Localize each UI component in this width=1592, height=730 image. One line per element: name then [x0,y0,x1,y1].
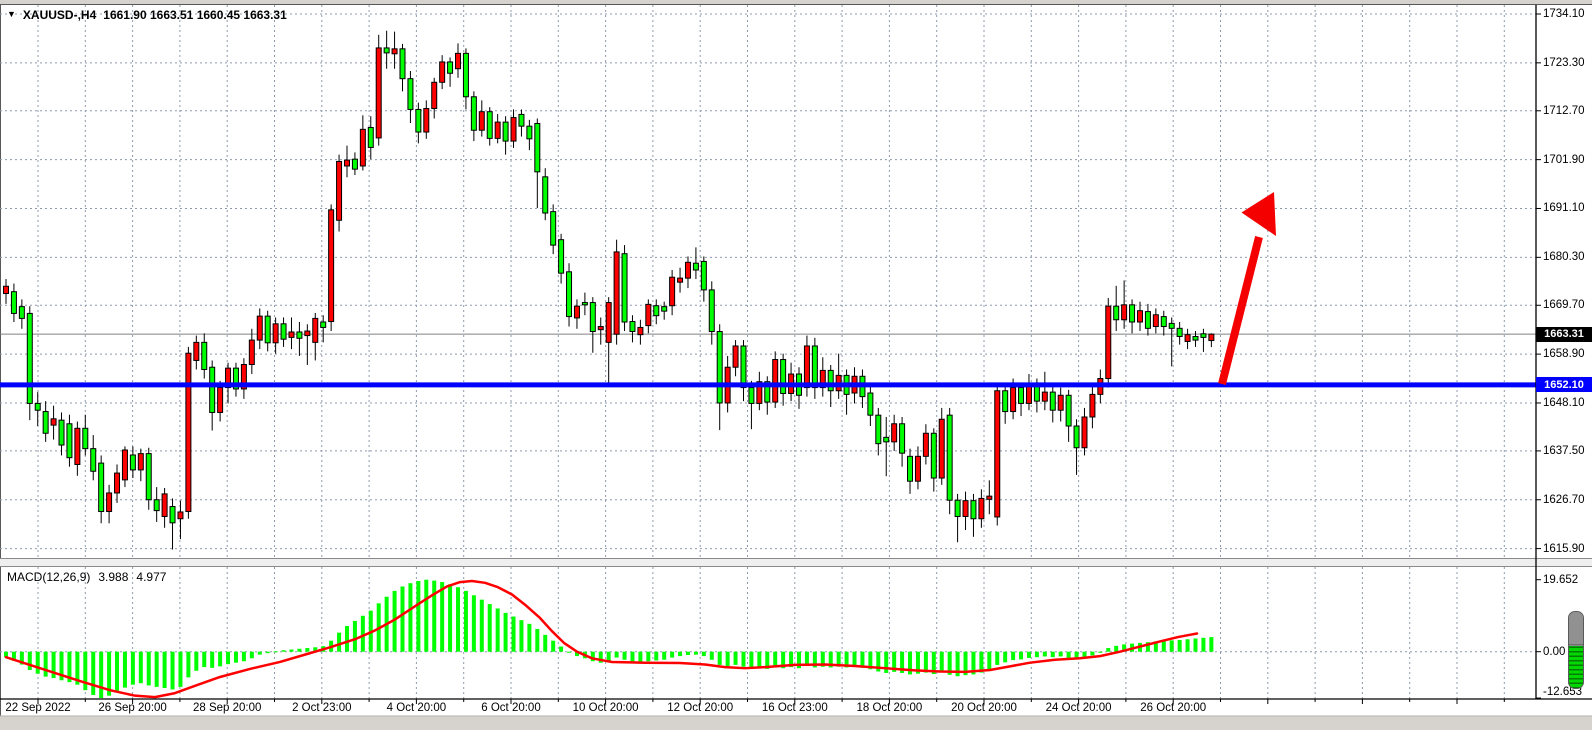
symbol-dropdown-icon[interactable]: ▼ [7,9,16,19]
price-axis-label: 1658.90 [1543,348,1585,361]
macd-indicator-label: MACD(12,26,9) 3.988 4.977 [7,570,166,584]
macd-signal-line [4,579,1199,699]
candlestick-series [3,30,1215,550]
ohlc-values-label: 1661.90 1663.51 1660.45 1663.31 [103,8,287,22]
time-axis-label: 26 Sep 20:00 [98,702,167,714]
panel-splitter[interactable] [0,558,1592,567]
macd-histogram [4,579,1214,699]
price-axis-label: 1648.10 [1543,396,1585,409]
price-axis-label: 1669.70 [1543,299,1585,312]
price-axis-label: 1637.50 [1543,444,1585,457]
price-axis-label: 1701.90 [1543,153,1585,166]
macd-name-label: MACD(12,26,9) [7,570,91,584]
macd-axis-label: -12.653 [1543,686,1583,698]
time-axis-label: 12 Oct 20:00 [667,702,734,714]
grid-lines [0,5,1536,699]
time-axis-label: 22 Sep 2022 [5,702,71,714]
chart-title-bar: ▼ XAUUSD-,H4 1661.90 1663.51 1660.45 166… [7,8,287,22]
price-axis-label: 1615.90 [1543,542,1585,555]
time-axis-label: 24 Oct 20:00 [1045,702,1112,714]
price-axis-label: 1691.10 [1543,202,1585,215]
time-axis-label: 6 Oct 20:00 [481,702,541,714]
price-axis-label: 1734.10 [1543,8,1585,20]
current-price-tag: 1663.31 [1536,326,1592,342]
price-axis-label: 1680.30 [1543,251,1585,264]
time-axis-label: 10 Oct 20:00 [572,702,639,714]
time-axis-label: 4 Oct 20:00 [386,702,447,714]
time-axis-label: 2 Oct 23:00 [292,702,352,714]
macd-main-value: 3.988 [98,570,129,584]
symbol-period-label: XAUUSD-,H4 [22,8,97,22]
price-axis-label: 1723.30 [1543,56,1585,69]
price-axis-label: 1712.70 [1543,104,1585,117]
time-axis-label: 16 Oct 23:00 [761,702,828,714]
trend-arrow[interactable] [1218,192,1276,385]
price-axis-label: 1626.70 [1543,493,1585,506]
axis-frame [0,5,1592,717]
macd-axis-label: 0.00 [1543,645,1566,658]
support-price-tag: 1652.10 [1536,377,1592,393]
time-axis-label: 20 Oct 20:00 [951,702,1017,714]
time-axis-label: 18 Oct 20:00 [856,702,923,714]
macd-signal-value: 4.977 [136,570,167,584]
time-axis-label: 26 Oct 20:00 [1140,702,1207,714]
axis-scrollbar-thumb[interactable] [1568,611,1584,689]
macd-axis-label: 19.652 [1543,573,1579,586]
chart-background [0,4,1592,716]
time-axis-label: 28 Sep 20:00 [192,702,262,714]
